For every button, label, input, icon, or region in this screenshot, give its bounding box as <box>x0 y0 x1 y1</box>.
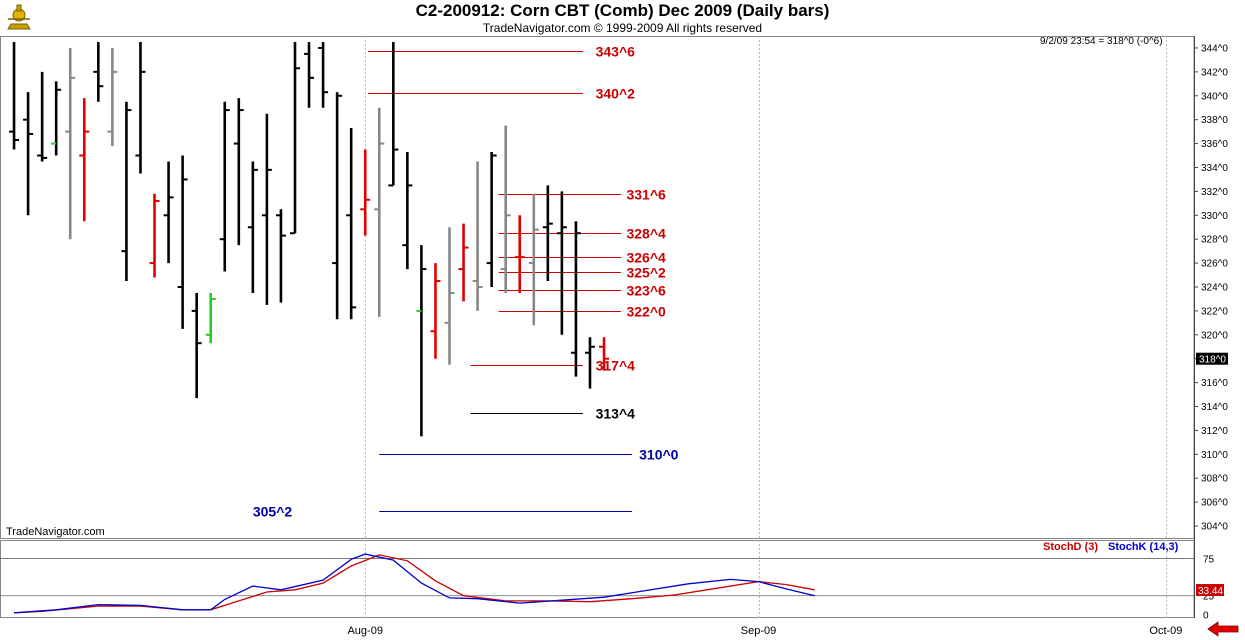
price-tick-label: 324^0 <box>1201 283 1228 294</box>
level-label: 323^6 <box>626 283 666 299</box>
stoch-series-stochk <box>13 553 815 614</box>
chart-copyright: TradeNavigator.com © 1999-2009 All right… <box>482 21 763 35</box>
last-price-label: 318^0 <box>1199 355 1226 366</box>
stoch-tick-label: 75 <box>1203 555 1215 566</box>
price-tick-label: 320^0 <box>1201 330 1228 341</box>
last-price-badge <box>1196 352 1228 365</box>
legend-stochk: StochK (14,3) <box>1108 541 1179 553</box>
date-tick-label: Oct-09 <box>1149 625 1182 637</box>
chart-title: C2-200912: Corn CBT (Comb) Dec 2009 (Dai… <box>415 1 830 20</box>
price-tick-label: 336^0 <box>1201 139 1228 150</box>
left-arrow-icon[interactable] <box>1206 621 1240 637</box>
stoch-last-label: 33.44 <box>1198 586 1223 597</box>
price-tick-label: 328^0 <box>1201 235 1228 246</box>
price-tick-label: 330^0 <box>1201 211 1228 222</box>
price-tick-label: 340^0 <box>1201 91 1228 102</box>
level-label: 322^0 <box>626 304 666 320</box>
date-tick-label: Aug-09 <box>347 625 382 637</box>
price-tick-label: 316^0 <box>1201 378 1228 389</box>
level-label: 326^4 <box>626 250 666 266</box>
date-tick-label: Sep-09 <box>741 625 776 637</box>
level-label: 310^0 <box>639 447 679 463</box>
level-label: 317^4 <box>596 358 636 374</box>
price-tick-label: 334^0 <box>1201 163 1228 174</box>
level-label: 313^4 <box>596 406 636 422</box>
stoch-last-badge <box>1196 584 1224 596</box>
price-tick-label: 310^0 <box>1201 450 1228 461</box>
price-tick-label: 342^0 <box>1201 67 1228 78</box>
level-label: 325^2 <box>626 265 666 281</box>
price-tick-label: 308^0 <box>1201 474 1228 485</box>
price-tick-label: 314^0 <box>1201 402 1228 413</box>
level-label: 328^4 <box>626 226 666 242</box>
last-quote-stamp: 9/2/09 23:54 = 318^0 (-0^6) <box>1040 36 1163 47</box>
price-tick-label: 322^0 <box>1201 306 1228 317</box>
stoch-tick-label: 25 <box>1203 592 1215 603</box>
price-tick-label: 332^0 <box>1201 187 1228 198</box>
watermark: TradeNavigator.com <box>6 526 105 538</box>
price-tick-label: 306^0 <box>1201 498 1228 509</box>
stoch-pane-frame <box>0 540 1195 618</box>
price-tick-label: 304^0 <box>1201 522 1228 533</box>
stoch-tick-label: 0 <box>1203 610 1209 621</box>
price-tick-label: 338^0 <box>1201 115 1228 126</box>
trader-logo-icon <box>7 4 31 30</box>
price-tick-label: 344^0 <box>1201 43 1228 54</box>
stoch-series-stochd <box>13 554 815 614</box>
price-tick-label: 326^0 <box>1201 259 1228 270</box>
level-label: 340^2 <box>596 86 636 102</box>
level-label: 343^6 <box>596 44 636 60</box>
price-tick-label: 312^0 <box>1201 426 1228 437</box>
level-label: 331^6 <box>626 187 666 203</box>
level-label: 305^2 <box>253 504 293 520</box>
legend-stochd: StochD (3) <box>1043 541 1098 553</box>
